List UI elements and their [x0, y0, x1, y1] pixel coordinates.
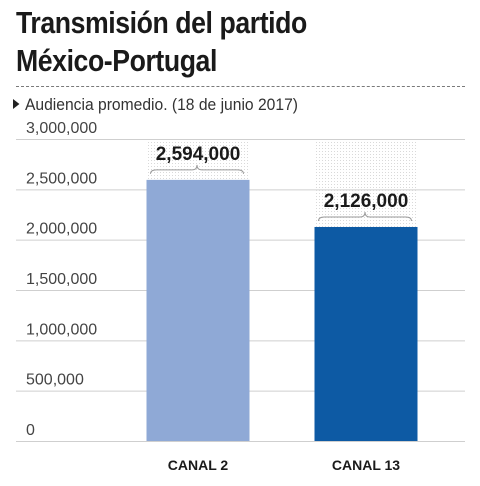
bar-value-label: 2,126,000 [324, 191, 409, 212]
y-tick-label: 2,500,000 [26, 170, 97, 187]
bar-label-backdrop [314, 140, 418, 227]
bar-label-backdrop [146, 140, 250, 180]
bar-brace [318, 211, 412, 222]
bar [146, 179, 250, 441]
title-divider [16, 86, 465, 87]
y-tick-label: 1,500,000 [26, 271, 97, 288]
bar-value-label: 2,594,000 [156, 144, 241, 165]
chart-subtitle-text: Audiencia promedio. (18 de junio 2017) [24, 95, 298, 114]
bar [314, 226, 418, 441]
chart-title-line1: Transmisión del partido [16, 5, 307, 40]
x-category-label: CANAL 13 [332, 457, 400, 473]
triangle-bullet-icon [13, 99, 20, 109]
y-tick-label: 1,000,000 [26, 321, 97, 338]
x-category-label: CANAL 2 [168, 457, 229, 473]
bar-brace [150, 164, 244, 174]
y-tick-label: 500,000 [26, 372, 84, 389]
y-tick-label: 3,000,000 [26, 120, 97, 137]
y-tick-label: 2,000,000 [26, 221, 97, 238]
chart-subtitle: Audiencia promedio. (18 de junio 2017) [13, 95, 298, 115]
chart-title-line2: México-Portugal [16, 43, 217, 78]
y-tick-label: 0 [26, 422, 35, 439]
chart-title: Transmisión del partido México-Portugal [16, 4, 403, 80]
